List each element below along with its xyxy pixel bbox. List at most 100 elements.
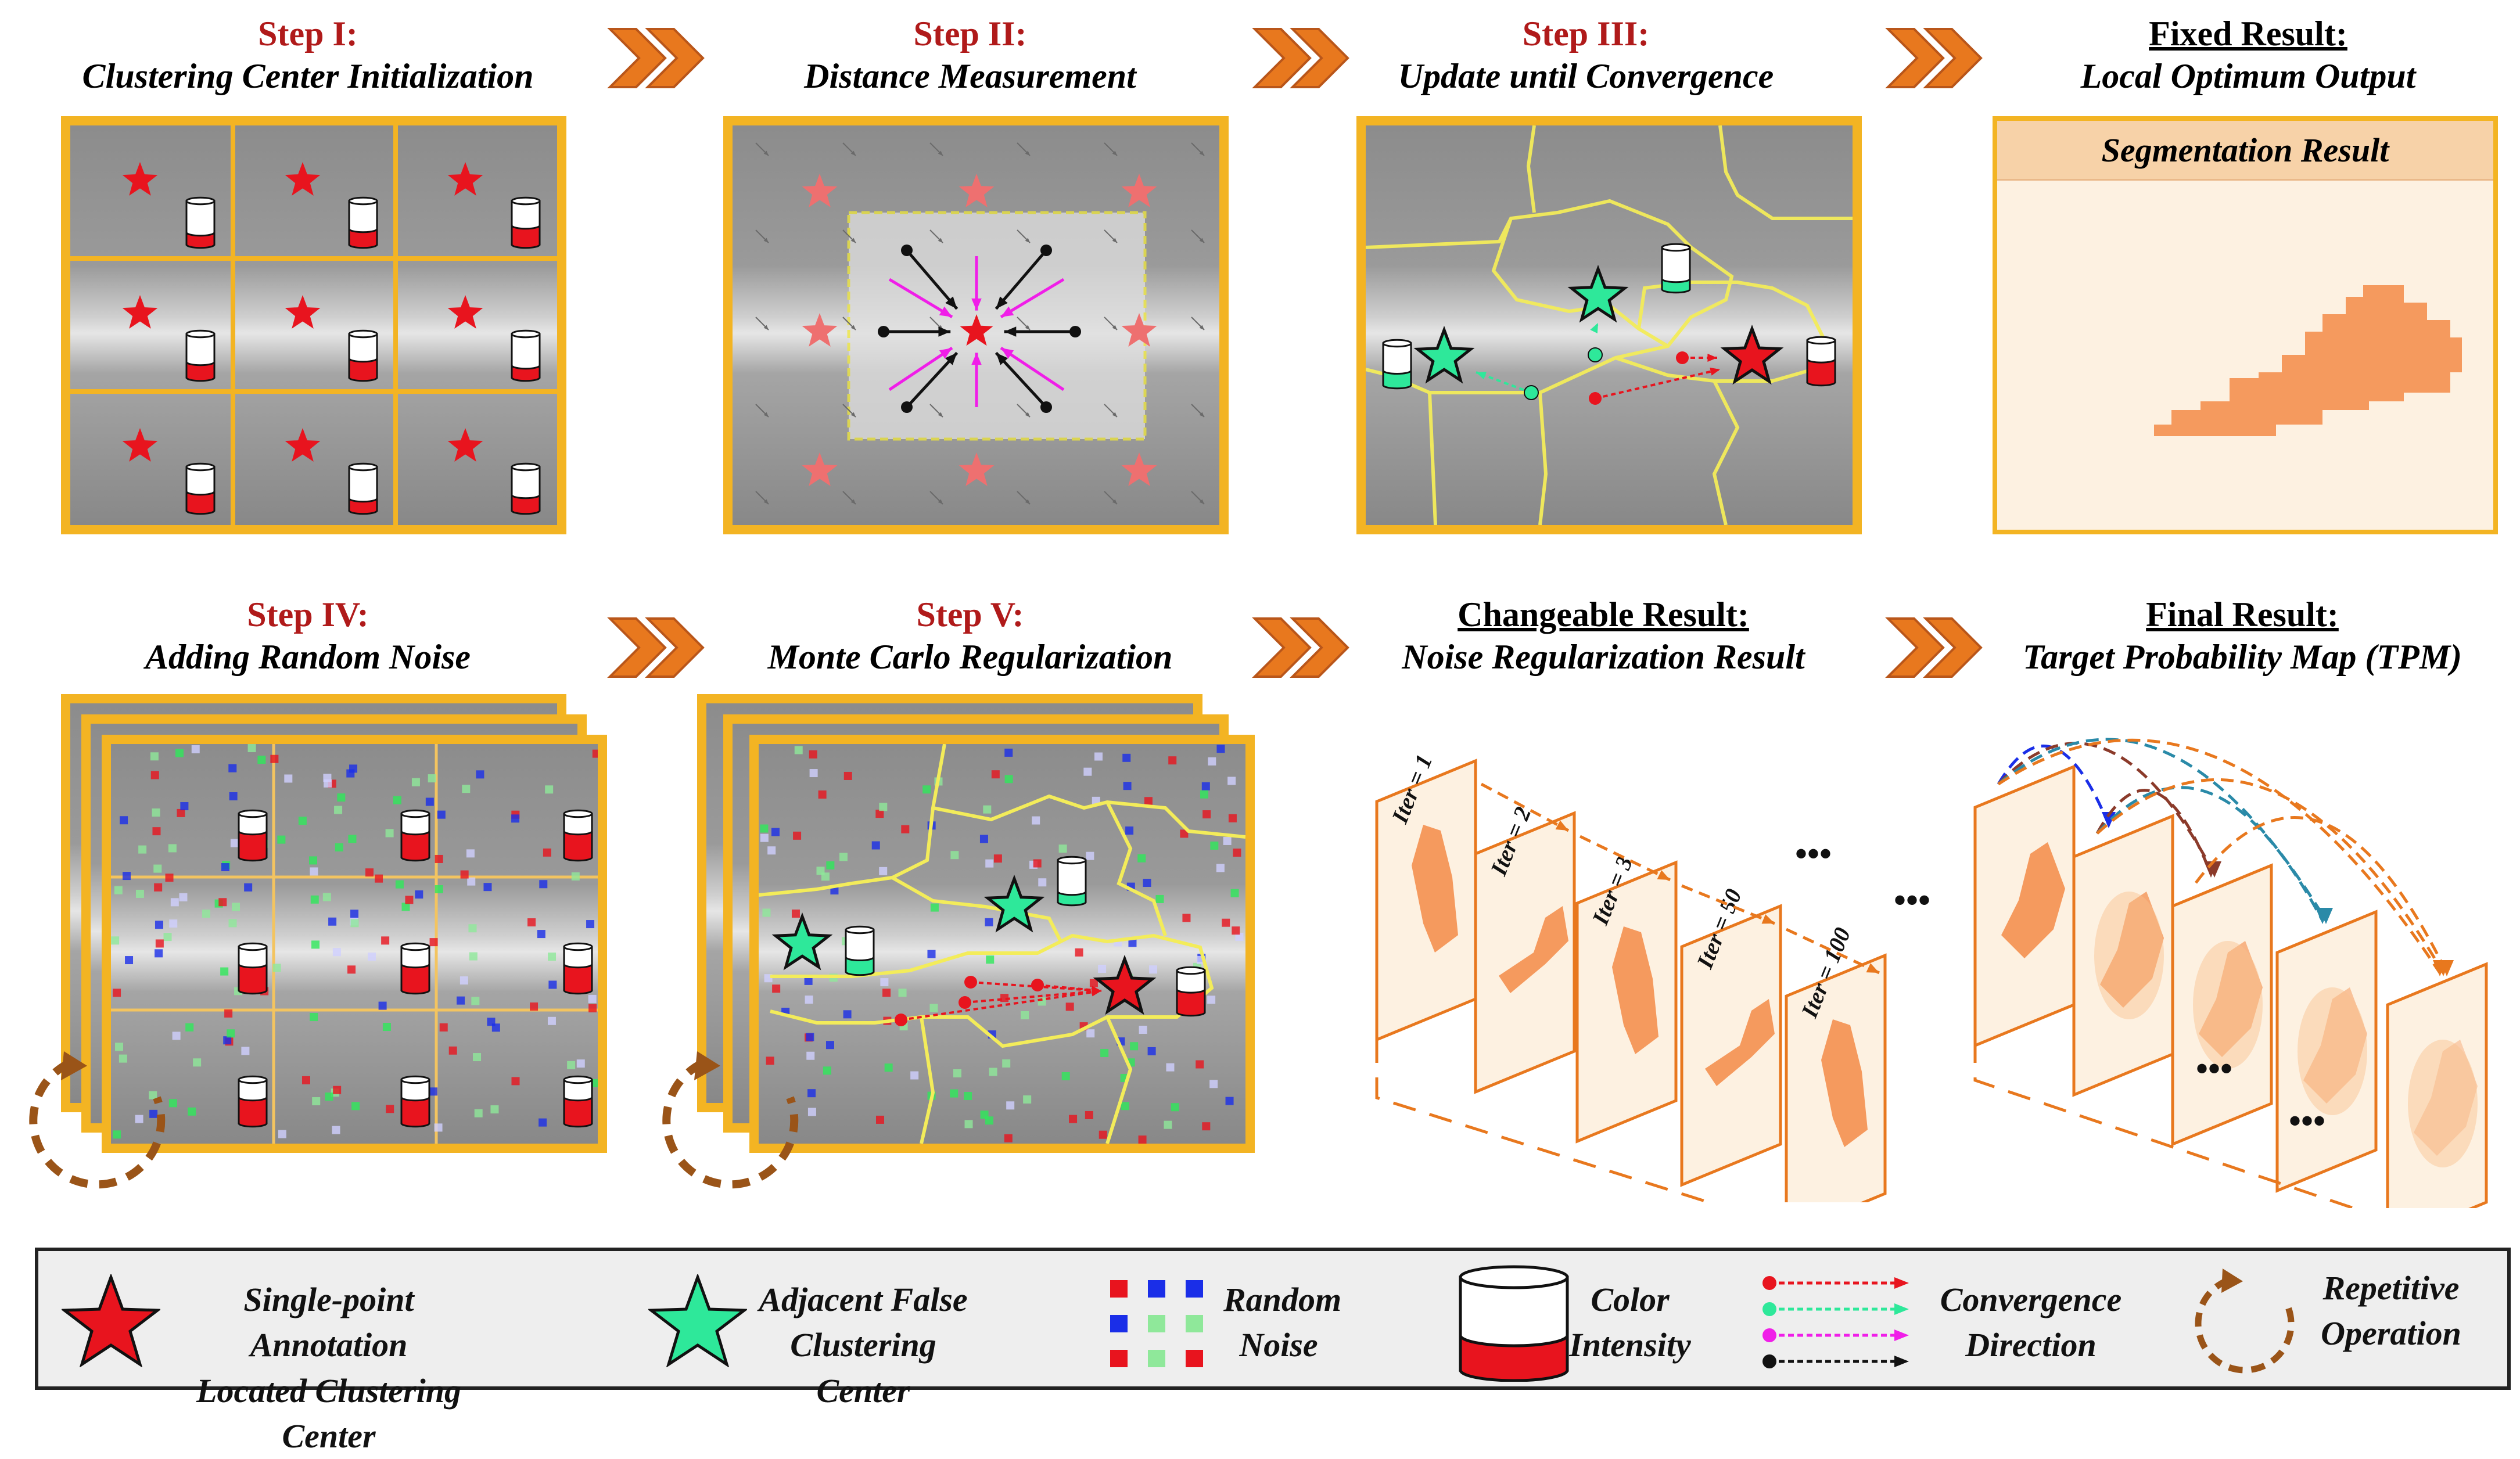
star-icon bbox=[983, 874, 1045, 933]
arrow bbox=[1191, 142, 1205, 156]
noise-dot bbox=[1171, 1103, 1179, 1112]
legend-convergence-line1: Convergence bbox=[1940, 1281, 2122, 1318]
chevron-arrow-icon bbox=[1254, 28, 1349, 88]
noise-dot bbox=[880, 978, 889, 987]
noise-dot bbox=[202, 910, 210, 918]
noise-dot bbox=[964, 1120, 973, 1129]
iteration-arrow bbox=[1785, 928, 1880, 975]
noise-dot bbox=[1089, 979, 1098, 987]
noise-dot bbox=[168, 1099, 177, 1108]
convergence-arrow bbox=[906, 249, 959, 310]
cylinder-icon bbox=[238, 942, 268, 995]
noise-dot bbox=[168, 844, 177, 853]
arrow bbox=[1017, 229, 1031, 243]
noise-dot bbox=[548, 980, 557, 989]
cylinder-icon bbox=[238, 809, 268, 862]
noise-dot bbox=[1121, 1102, 1130, 1111]
noise-dot bbox=[365, 868, 374, 877]
noise-dot bbox=[119, 1054, 127, 1063]
star-icon bbox=[802, 452, 838, 486]
noise-dot bbox=[1083, 767, 1092, 776]
noise-dot bbox=[1123, 782, 1132, 790]
noise-dot bbox=[793, 831, 802, 840]
noise-dot bbox=[350, 910, 359, 918]
arrow bbox=[1104, 317, 1118, 330]
chevron-arrow-icon bbox=[609, 28, 704, 88]
noise-dot bbox=[113, 1130, 121, 1139]
arrow bbox=[1104, 491, 1118, 505]
noise-dot bbox=[270, 754, 279, 763]
segmentation-header: Segmentation Result bbox=[1997, 121, 2493, 181]
noise-dot bbox=[474, 1109, 483, 1117]
noise-dot bbox=[429, 938, 438, 947]
noise-dot bbox=[1002, 1059, 1011, 1068]
noise-dot bbox=[428, 774, 436, 783]
noise-dot bbox=[125, 956, 134, 965]
chevron-arrow-icon bbox=[1887, 28, 1982, 88]
arrow bbox=[1191, 229, 1205, 243]
noise-dot bbox=[547, 1016, 556, 1025]
noise-dot bbox=[1225, 1097, 1234, 1105]
noise-dot bbox=[543, 848, 551, 857]
noise-dot bbox=[312, 1097, 321, 1106]
chevron-arrow-icon bbox=[1254, 617, 1349, 678]
arrow bbox=[929, 142, 943, 156]
changeable-result-label: Changeable Result: bbox=[1458, 595, 1749, 634]
noise-dot bbox=[272, 964, 281, 972]
noise-dot bbox=[1155, 894, 1164, 903]
legend-noise-line2: Noise bbox=[1239, 1326, 1318, 1364]
panel-convergence-graphic bbox=[1366, 125, 1853, 525]
cylinder-icon bbox=[563, 1075, 593, 1128]
noise-dot bbox=[278, 1130, 286, 1138]
noise-dot bbox=[401, 903, 410, 911]
noise-dot bbox=[1085, 1111, 1093, 1119]
noise-dot bbox=[530, 1002, 539, 1011]
step2-label: Step II: bbox=[913, 15, 1027, 53]
noise-dot bbox=[1232, 926, 1240, 935]
tpm-arc-arrow bbox=[2195, 816, 2454, 976]
chevron-arrow-icon bbox=[1887, 617, 1982, 678]
noise-dot bbox=[1058, 845, 1067, 853]
noise-dot bbox=[985, 859, 994, 868]
noise-dot bbox=[816, 867, 825, 875]
arrow bbox=[842, 491, 856, 505]
star-icon bbox=[1093, 954, 1157, 1015]
arrow bbox=[1682, 353, 1717, 362]
star-icon bbox=[960, 314, 993, 346]
chevron-arrow-icon bbox=[609, 617, 704, 678]
noise-dot bbox=[188, 1107, 196, 1116]
noise-dot bbox=[149, 1091, 157, 1099]
convergence-arrow bbox=[995, 249, 1047, 310]
noise-dot bbox=[381, 936, 390, 945]
arrow bbox=[929, 229, 943, 243]
legend-intensity: Color Intensity bbox=[1566, 1277, 1694, 1368]
dot bbox=[1588, 347, 1603, 362]
noise-dot bbox=[843, 771, 852, 780]
probability-shape bbox=[2001, 842, 2065, 958]
tpm-slice bbox=[2171, 863, 2273, 1147]
legend-green-star: Adjacent False Clustering Center bbox=[747, 1277, 979, 1414]
noise-dot bbox=[1223, 836, 1232, 845]
noise-dot bbox=[385, 829, 394, 838]
noise-dot bbox=[311, 940, 320, 949]
arrow bbox=[1017, 404, 1031, 418]
step5-subtitle: Monte Carlo Regularization bbox=[767, 638, 1173, 677]
noise-dot bbox=[771, 828, 780, 836]
noise-dot bbox=[115, 1043, 124, 1051]
noise-dot bbox=[483, 883, 492, 892]
noise-dot bbox=[950, 851, 959, 860]
noise-dot bbox=[175, 749, 184, 757]
noise-dot bbox=[767, 846, 776, 855]
arrow bbox=[755, 229, 769, 243]
noise-dot bbox=[825, 1041, 834, 1050]
noise-dot bbox=[382, 1023, 391, 1032]
noise-dot bbox=[122, 872, 131, 881]
noise-dot bbox=[1023, 1095, 1032, 1104]
arrow bbox=[1476, 371, 1532, 394]
noise-dot bbox=[149, 1109, 158, 1118]
cylinder-icon bbox=[511, 196, 541, 249]
noise-dot bbox=[511, 1077, 520, 1086]
probability-shape bbox=[2100, 892, 2164, 1008]
noise-dot bbox=[980, 1111, 989, 1119]
noise-dot bbox=[310, 867, 318, 876]
